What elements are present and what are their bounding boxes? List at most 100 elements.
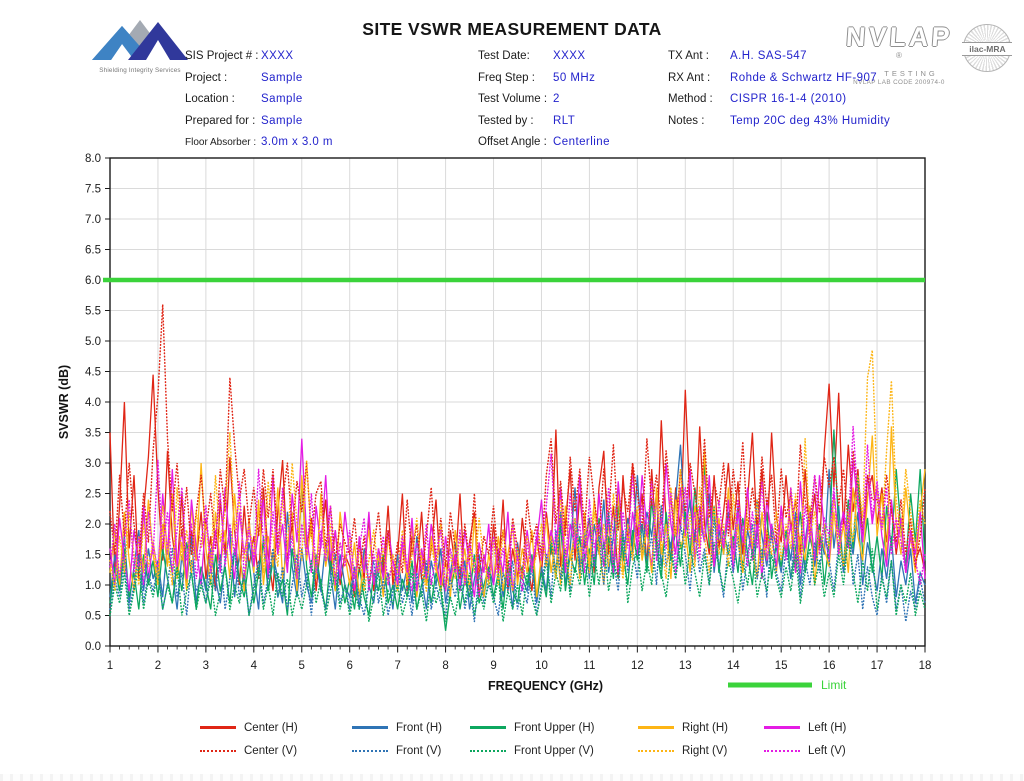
- legend-label: Front (V): [396, 744, 442, 757]
- field-label: Method :: [668, 93, 713, 105]
- nvlap-wordmark: NVLAP® TESTING NVLAP LAB CODE 200974-0: [843, 22, 955, 86]
- field-project: Project : Sample: [185, 72, 333, 94]
- ilac-mra-label: ilac-MRA: [962, 42, 1013, 56]
- field-label: SIS Project # :: [185, 50, 259, 62]
- field-label: Project :: [185, 71, 228, 84]
- nvlap-lab-code: NVLAP LAB CODE 200974-0: [853, 79, 945, 86]
- legend-item-center-v: Center (V): [200, 745, 352, 757]
- legend-item-front-upper-h: Front Upper (H): [470, 722, 638, 734]
- mountain-triangles-icon: [92, 20, 188, 60]
- field-label: Offset Angle :: [478, 136, 547, 148]
- field-value: 3.0m x 3.0 m: [261, 136, 333, 148]
- field-value: CISPR 16-1-4 (2010): [730, 93, 847, 105]
- svg-text:6.0: 6.0: [85, 275, 101, 287]
- field-label: TX Ant :: [668, 50, 709, 62]
- svg-text:15: 15: [775, 660, 788, 672]
- legend-swatch-front-upper-v: [470, 749, 506, 752]
- field-floor-absorber: Floor Absorber : 3.0m x 3.0 m: [185, 136, 333, 158]
- legend-item-front-upper-v: Front Upper (V): [470, 745, 638, 757]
- legend-label: Front (H): [396, 721, 442, 734]
- field-location: Location : Sample: [185, 93, 333, 115]
- svg-text:16: 16: [823, 660, 836, 672]
- legend-item-center-h: Center (H): [200, 722, 352, 734]
- svg-text:5.5: 5.5: [85, 306, 101, 318]
- legend-swatch-center-v: [200, 749, 236, 752]
- chart-legend: Center (H) Front (H) Front Upper (H) Rig…: [200, 716, 900, 762]
- svg-text:2: 2: [155, 660, 161, 672]
- svg-text:3.0: 3.0: [85, 458, 101, 470]
- registered-mark: ®: [896, 51, 902, 60]
- field-value: Sample: [261, 71, 303, 84]
- series-front-upper-v: [109, 536, 926, 622]
- field-value: Sample: [261, 114, 303, 127]
- svg-text:3.5: 3.5: [85, 428, 101, 440]
- field-rx-ant: RX Ant : Rohde & Schwartz HF-907: [668, 72, 890, 94]
- svg-text:4.5: 4.5: [85, 367, 101, 379]
- legend-swatch-right-v: [638, 749, 674, 752]
- svg-text:11: 11: [583, 660, 595, 672]
- legend-item-front-v: Front (V): [352, 745, 470, 757]
- field-value: Temp 20C deg 43% Humidity: [730, 114, 891, 127]
- svg-text:5: 5: [299, 660, 305, 672]
- field-value: RLT: [553, 114, 576, 127]
- svg-text:10: 10: [535, 660, 548, 672]
- svg-text:7.0: 7.0: [85, 214, 101, 226]
- field-value: 2: [553, 93, 560, 105]
- svg-text:9: 9: [490, 660, 496, 672]
- legend-label: Center (H): [244, 721, 298, 734]
- company-logo-caption: Shielding Integrity Services: [99, 67, 181, 74]
- chart-area: 0.0 0.5 1.0 1.5 2.0 2.5 3.0 3.5 4.0 4.5 5.0 5.5 6.0 6…: [0, 150, 1024, 710]
- field-sis-project: SIS Project # : XXXX: [185, 50, 333, 72]
- legend-label: Right (V): [682, 744, 728, 757]
- legend-label: Left (V): [808, 744, 846, 757]
- svg-text:5.0: 5.0: [85, 336, 101, 348]
- field-freq-step: Freq Step : 50 MHz: [478, 72, 610, 94]
- ilac-mra-seal-icon: ilac-MRA: [962, 24, 1013, 72]
- nvlap-testing-label: TESTING: [884, 69, 938, 78]
- legend-item-front-h: Front (H): [352, 722, 470, 734]
- field-value: A.H. SAS-547: [730, 50, 807, 62]
- field-value: Sample: [261, 93, 303, 105]
- field-label: RX Ant :: [668, 71, 711, 84]
- vswr-chart: 0.0 0.5 1.0 1.5 2.0 2.5 3.0 3.5 4.0 4.5 5.0 5.5 6.0 6…: [57, 153, 932, 693]
- field-label: Floor Absorber :: [185, 137, 257, 148]
- legend-label: Front Upper (H): [514, 721, 595, 734]
- svg-text:4: 4: [251, 660, 258, 672]
- svg-text:7: 7: [394, 660, 400, 672]
- cropped-text-strip: [0, 774, 1024, 781]
- legend-swatch-front-upper-h: [470, 726, 506, 729]
- series-right-v: [109, 350, 926, 592]
- limit-legend-label: Limit: [821, 678, 847, 692]
- svg-text:17: 17: [871, 660, 884, 672]
- svg-text:1.0: 1.0: [85, 580, 101, 592]
- svg-text:7.5: 7.5: [85, 184, 101, 196]
- legend-item-left-h: Left (H): [764, 722, 884, 734]
- legend-label: Front Upper (V): [514, 744, 594, 757]
- legend-swatch-left-h: [764, 726, 800, 729]
- svg-text:14: 14: [727, 660, 740, 672]
- field-value: XXXX: [553, 50, 586, 62]
- legend-swatch-right-h: [638, 726, 674, 729]
- svg-text:8.0: 8.0: [85, 153, 101, 165]
- svg-text:18: 18: [919, 660, 932, 672]
- svg-text:13: 13: [679, 660, 692, 672]
- legend-item-right-v: Right (V): [638, 745, 764, 757]
- nvlap-mark: NVLAP® TESTING NVLAP LAB CODE 200974-0 i…: [843, 22, 1013, 86]
- svg-text:1: 1: [107, 660, 113, 672]
- svg-text:2.0: 2.0: [85, 519, 101, 531]
- field-test-date: Test Date: XXXX: [478, 50, 610, 72]
- field-offset-angle: Offset Angle : Centerline: [478, 136, 610, 158]
- svg-text:3: 3: [203, 660, 209, 672]
- svg-text:2.5: 2.5: [85, 489, 101, 501]
- info-column-test: Test Date: XXXX Freq Step : 50 MHz Test …: [478, 50, 610, 158]
- field-label: Prepared for :: [185, 114, 256, 127]
- svg-text:0.5: 0.5: [85, 611, 101, 623]
- svg-text:12: 12: [631, 660, 644, 672]
- svg-text:6.5: 6.5: [85, 245, 101, 257]
- field-tx-ant: TX Ant : A.H. SAS-547: [668, 50, 890, 72]
- field-label: Tested by :: [478, 114, 534, 127]
- info-column-antennas: TX Ant : A.H. SAS-547 RX Ant : Rohde & S…: [668, 50, 890, 136]
- legend-row-vertical: Center (V) Front (V) Front Upper (V) Rig…: [200, 739, 900, 762]
- legend-label: Left (H): [808, 721, 847, 734]
